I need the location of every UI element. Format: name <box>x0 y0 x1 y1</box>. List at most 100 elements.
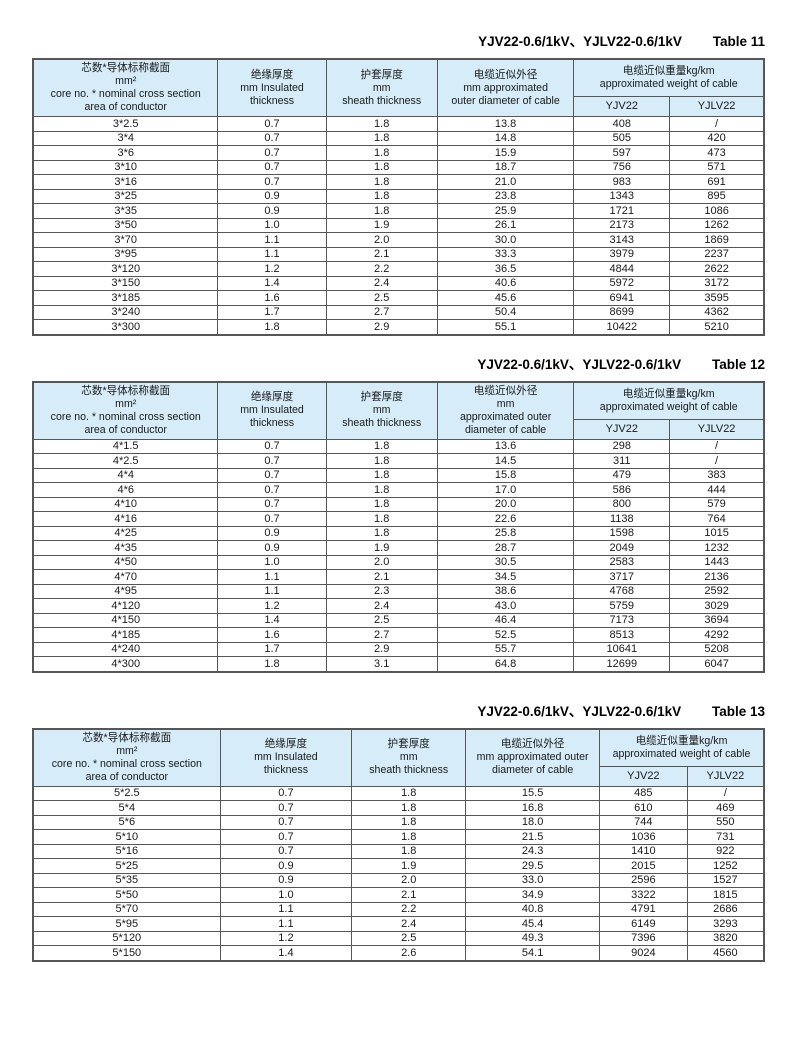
cell-weight-yjv22: 5759 <box>573 598 671 614</box>
cell-weight-yjlv22: 2592 <box>669 583 765 599</box>
cell-insulated-thickness: 1.1 <box>217 583 327 599</box>
cell-sheath-thickness: 1.8 <box>351 785 467 801</box>
cell-core-section: 3*25 <box>32 188 219 204</box>
table-row: 5*2.5 0.7 1.8 15.5 485 / <box>32 785 765 801</box>
cell-insulated-thickness: 0.7 <box>219 843 353 859</box>
cell-sheath-thickness: 1.8 <box>325 116 438 132</box>
col-header-yjlv22: YJLV22 <box>669 96 765 117</box>
cable-spec-table-11: 芯数*导体标称截面 mm² core no. * nominal cross s… <box>32 58 765 336</box>
cell-outer-diameter: 55.7 <box>436 641 575 657</box>
table-row: 5*35 0.9 2.0 33.0 2596 1527 <box>32 872 765 888</box>
cell-weight-yjlv22: 5208 <box>669 641 765 657</box>
cell-sheath-thickness: 1.9 <box>325 540 438 556</box>
cell-core-section: 4*150 <box>32 612 219 628</box>
cell-weight-yjlv22: 922 <box>686 843 765 859</box>
table-row: 3*300 1.8 2.9 55.1 10422 5210 <box>32 319 765 335</box>
cell-sheath-thickness: 1.8 <box>325 511 438 527</box>
cell-weight-yjv22: 408 <box>573 116 671 132</box>
cell-sheath-thickness: 2.4 <box>351 916 467 932</box>
cell-outer-diameter: 15.9 <box>436 145 575 161</box>
cell-insulated-thickness: 0.7 <box>219 829 353 845</box>
cell-insulated-thickness: 0.9 <box>219 858 353 874</box>
cell-outer-diameter: 49.3 <box>465 930 600 946</box>
cell-core-section: 3*120 <box>32 261 219 277</box>
col-header-core-section: 芯数*导体标称截面 mm² core no. * nominal cross s… <box>32 58 219 117</box>
table-row: 4*300 1.8 3.1 64.8 12699 6047 <box>32 656 765 672</box>
cell-weight-yjv22: 610 <box>599 800 688 816</box>
cell-weight-yjv22: 10422 <box>573 319 671 335</box>
cell-outer-diameter: 52.5 <box>436 627 575 643</box>
col-header-yjlv22: YJLV22 <box>686 765 765 787</box>
cell-weight-yjv22: 800 <box>573 496 671 512</box>
cell-weight-yjlv22: 1527 <box>686 872 765 888</box>
cell-insulated-thickness: 1.6 <box>217 290 327 306</box>
cell-core-section: 3*150 <box>32 275 219 291</box>
cell-weight-yjv22: 1721 <box>573 203 671 219</box>
cell-core-section: 5*10 <box>32 829 221 845</box>
cell-sheath-thickness: 1.8 <box>325 453 438 469</box>
cell-outer-diameter: 15.5 <box>465 785 600 801</box>
cell-weight-yjv22: 5972 <box>573 275 671 291</box>
cell-core-section: 3*2.5 <box>32 116 219 132</box>
cell-insulated-thickness: 1.8 <box>217 319 327 335</box>
cell-sheath-thickness: 1.8 <box>325 203 438 219</box>
cell-insulated-thickness: 1.1 <box>217 246 327 262</box>
cell-core-section: 5*25 <box>32 858 221 874</box>
col-header-sheath-thickness: 护套厚度 mm sheath thickness <box>325 381 438 440</box>
cell-sheath-thickness: 2.0 <box>351 872 467 888</box>
cell-weight-yjlv22: / <box>669 116 765 132</box>
cell-insulated-thickness: 0.7 <box>219 800 353 816</box>
cell-outer-diameter: 14.8 <box>436 130 575 146</box>
cell-weight-yjlv22: 473 <box>669 145 765 161</box>
cell-weight-yjlv22: 550 <box>686 814 765 830</box>
cell-sheath-thickness: 2.9 <box>325 641 438 657</box>
cell-outer-diameter: 50.4 <box>436 304 575 320</box>
table-row: 4*10 0.7 1.8 20.0 800 579 <box>32 496 765 512</box>
cell-outer-diameter: 38.6 <box>436 583 575 599</box>
cell-weight-yjlv22: 4292 <box>669 627 765 643</box>
table-12-section: YJV22-0.6/1kV、YJLV22-0.6/1kV Table 12 芯数… <box>32 357 765 673</box>
cable-spec-table-12: 芯数*导体标称截面 mm² core no. * nominal cross s… <box>32 380 765 673</box>
cell-core-section: 5*50 <box>32 887 221 903</box>
cell-core-section: 4*50 <box>32 554 219 570</box>
catalog-page: YJV22-0.6/1kV、YJLV22-0.6/1kV Table 11 芯数… <box>32 34 765 962</box>
cell-weight-yjv22: 7173 <box>573 612 671 628</box>
table-row: 5*70 1.1 2.2 40.8 4791 2686 <box>32 901 765 917</box>
table-13-body: 5*2.5 0.7 1.8 15.5 485 / 5*4 0.7 1.8 16.… <box>32 785 765 961</box>
col-header-yjv22: YJV22 <box>573 96 671 117</box>
cell-sheath-thickness: 1.8 <box>351 843 467 859</box>
table-row: 5*6 0.7 1.8 18.0 744 550 <box>32 814 765 830</box>
cell-insulated-thickness: 0.7 <box>219 785 353 801</box>
cell-weight-yjlv22: 3694 <box>669 612 765 628</box>
cell-core-section: 4*300 <box>32 656 219 672</box>
col-header-insulated-thickness: 绝缘厚度 mm Insulated thickness <box>219 728 353 787</box>
table-row: 3*35 0.9 1.8 25.9 1721 1086 <box>32 203 765 219</box>
cell-weight-yjv22: 4791 <box>599 901 688 917</box>
cell-outer-diameter: 55.1 <box>436 319 575 335</box>
cell-core-section: 4*16 <box>32 511 219 527</box>
cell-weight-yjv22: 983 <box>573 174 671 190</box>
cell-core-section: 3*4 <box>32 130 219 146</box>
cell-insulated-thickness: 0.7 <box>217 438 327 454</box>
cell-weight-yjv22: 586 <box>573 482 671 498</box>
cell-outer-diameter: 33.0 <box>465 872 600 888</box>
cell-weight-yjv22: 744 <box>599 814 688 830</box>
cell-weight-yjlv22: 1086 <box>669 203 765 219</box>
cell-weight-yjv22: 311 <box>573 453 671 469</box>
cell-outer-diameter: 26.1 <box>436 217 575 233</box>
cell-weight-yjv22: 2049 <box>573 540 671 556</box>
cell-weight-yjlv22: 2237 <box>669 246 765 262</box>
cell-insulated-thickness: 1.8 <box>217 656 327 672</box>
cell-insulated-thickness: 0.7 <box>217 116 327 132</box>
cell-weight-yjv22: 1410 <box>599 843 688 859</box>
cell-outer-diameter: 33.3 <box>436 246 575 262</box>
table-row: 5*120 1.2 2.5 49.3 7396 3820 <box>32 930 765 946</box>
cell-sheath-thickness: 1.8 <box>325 130 438 146</box>
cell-core-section: 3*10 <box>32 159 219 175</box>
cell-weight-yjv22: 7396 <box>599 930 688 946</box>
cell-sheath-thickness: 2.9 <box>325 319 438 335</box>
table-row: 3*4 0.7 1.8 14.8 505 420 <box>32 130 765 146</box>
table-row: 4*95 1.1 2.3 38.6 4768 2592 <box>32 583 765 599</box>
cell-outer-diameter: 23.8 <box>436 188 575 204</box>
cell-outer-diameter: 21.5 <box>465 829 600 845</box>
